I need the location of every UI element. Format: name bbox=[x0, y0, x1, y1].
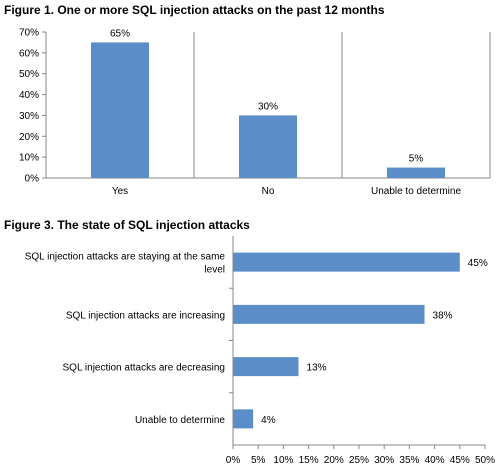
x-tick-label: 20% bbox=[324, 455, 344, 466]
y-tick-label: 60% bbox=[19, 48, 39, 59]
bar bbox=[233, 357, 299, 377]
y-tick-label: 0% bbox=[25, 174, 40, 185]
x-tick-label: 10% bbox=[273, 455, 293, 466]
figure-1-chart: 0% 10% 20% 30% 40% 50% 60% 70% 65% Yes 30% No 5% Unab… bbox=[19, 28, 491, 197]
y-category-label: SQL injection attacks are increasing bbox=[66, 310, 225, 321]
x-tick-label: 45% bbox=[450, 455, 470, 466]
y-tick-label: 20% bbox=[19, 132, 39, 143]
y-tick-label: 10% bbox=[19, 153, 39, 164]
x-tick-label: 5% bbox=[251, 455, 266, 466]
x-tick-label: 25% bbox=[349, 455, 369, 466]
bar bbox=[239, 115, 297, 178]
x-tick-label: 0% bbox=[226, 455, 241, 466]
x-category-label: Unable to determine bbox=[371, 186, 461, 197]
bar bbox=[233, 252, 460, 272]
x-category-label: No bbox=[262, 186, 275, 197]
bar-value-label: 45% bbox=[468, 258, 488, 269]
y-category-label: SQL injection attacks are decreasing bbox=[63, 363, 226, 374]
figure-1-title: Figure 1. One or more SQL injection atta… bbox=[4, 3, 385, 17]
y-tick-label: 70% bbox=[19, 28, 39, 39]
y-category-label: Unable to determine bbox=[135, 415, 225, 426]
bar-value-label: 13% bbox=[307, 363, 327, 374]
bar-value-label: 65% bbox=[110, 28, 130, 39]
x-category-label: Yes bbox=[112, 186, 128, 197]
x-tick-label: 15% bbox=[299, 455, 319, 466]
y-category-label: SQL injection attacks are staying at the… bbox=[25, 252, 226, 263]
x-tick-label: 30% bbox=[374, 455, 394, 466]
bar bbox=[91, 42, 149, 178]
bar bbox=[233, 409, 254, 429]
bar-value-label: 5% bbox=[409, 154, 424, 165]
bar-value-label: 4% bbox=[261, 415, 276, 426]
bar bbox=[387, 167, 445, 178]
x-tick-label: 40% bbox=[425, 455, 445, 466]
figure-3-title: Figure 3. The state of SQL injection att… bbox=[4, 218, 250, 232]
x-tick-label: 50% bbox=[475, 455, 495, 466]
bar bbox=[233, 304, 425, 324]
y-tick-label: 30% bbox=[19, 111, 39, 122]
x-tick-label: 35% bbox=[399, 455, 419, 466]
y-category-label: level bbox=[204, 265, 225, 276]
bar-value-label: 30% bbox=[258, 101, 278, 112]
bar-value-label: 38% bbox=[433, 310, 453, 321]
y-tick-label: 50% bbox=[19, 69, 39, 80]
y-tick-label: 40% bbox=[19, 90, 39, 101]
